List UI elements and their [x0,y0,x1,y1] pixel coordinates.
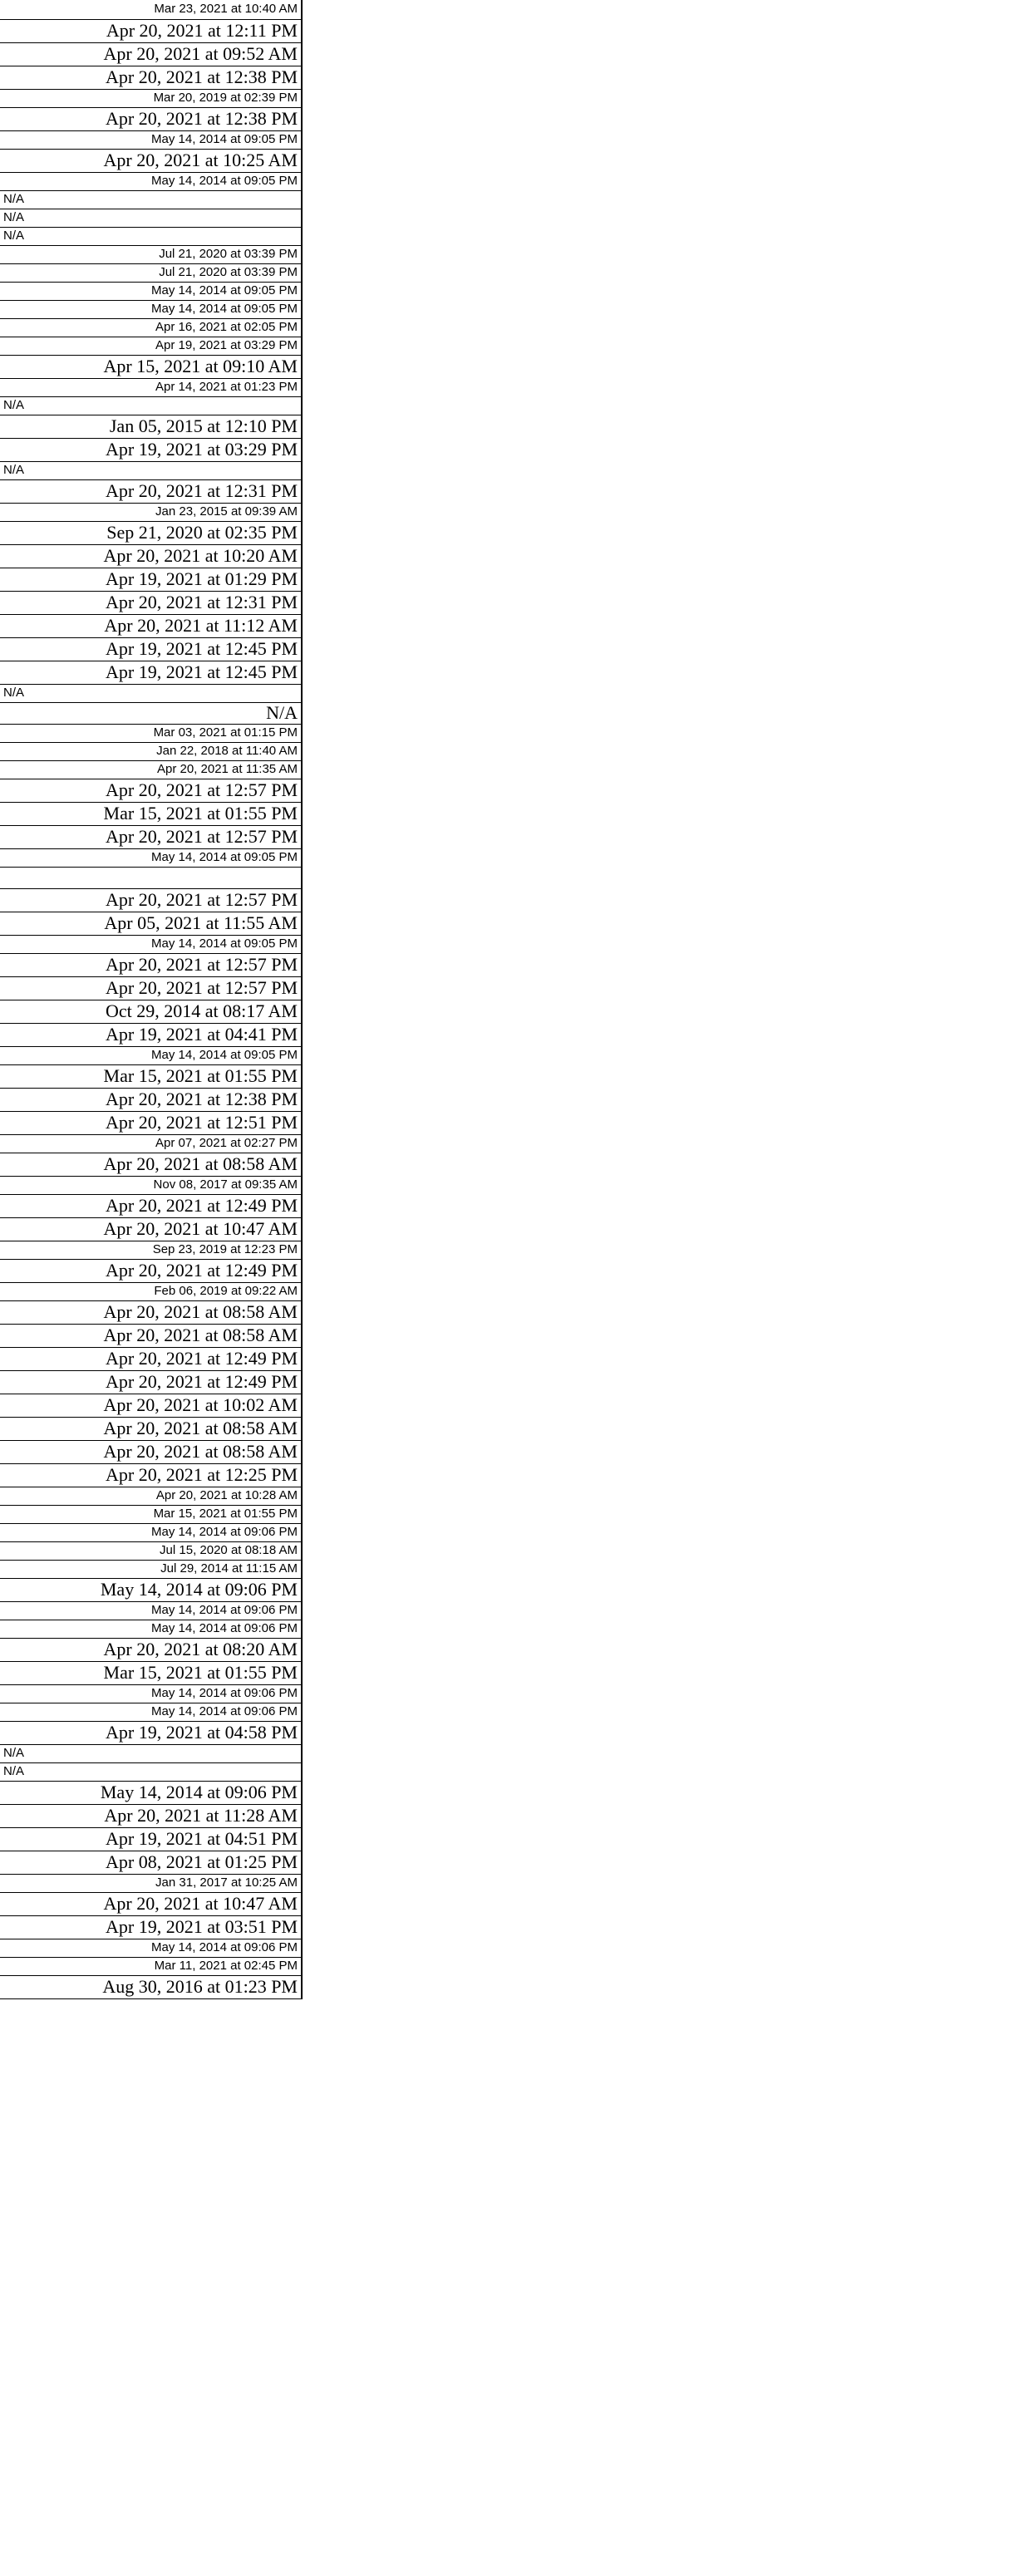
date-cell[interactable]: Apr 15, 2021 at 09:10 AM [0,356,301,379]
date-cell[interactable]: May 14, 2014 at 09:06 PM [0,1703,301,1722]
date-cell[interactable]: Apr 19, 2021 at 04:41 PM [0,1024,301,1047]
date-cell[interactable]: Apr 19, 2021 at 04:51 PM [0,1828,301,1851]
date-cell[interactable]: Sep 23, 2019 at 12:23 PM [0,1241,301,1260]
date-cell[interactable]: May 14, 2014 at 09:06 PM [0,1579,301,1602]
na-cell[interactable]: N/A [0,209,301,228]
date-cell[interactable]: Apr 20, 2021 at 12:49 PM [0,1348,301,1371]
date-cell[interactable]: Aug 30, 2016 at 01:23 PM [0,1976,301,1999]
date-cell[interactable]: May 14, 2014 at 09:06 PM [0,1782,301,1805]
date-cell[interactable]: Apr 20, 2021 at 12:31 PM [0,480,301,504]
date-column: Mar 23, 2021 at 10:40 AM Apr 20, 2021 at … [0,0,303,1999]
date-cell[interactable]: Apr 20, 2021 at 12:49 PM [0,1371,301,1394]
na-cell[interactable]: N/A [0,685,301,703]
date-cell[interactable]: Mar 23, 2021 at 10:40 AM [0,0,301,20]
na-cell[interactable]: N/A [0,1763,301,1782]
date-cell[interactable]: May 14, 2014 at 09:06 PM [0,1602,301,1620]
date-cell[interactable]: Apr 20, 2021 at 08:58 AM [0,1418,301,1441]
date-cell[interactable]: Apr 19, 2021 at 12:45 PM [0,638,301,661]
date-cell[interactable]: Sep 21, 2020 at 02:35 PM [0,522,301,545]
date-cell[interactable]: Apr 20, 2021 at 08:58 AM [0,1441,301,1464]
date-cell[interactable]: Apr 19, 2021 at 03:29 PM [0,439,301,462]
date-cell[interactable]: Jul 21, 2020 at 03:39 PM [0,264,301,283]
date-cell[interactable]: May 14, 2014 at 09:06 PM [0,1524,301,1542]
date-cell[interactable]: Apr 20, 2021 at 12:38 PM [0,66,301,90]
date-cell[interactable]: Apr 20, 2021 at 12:51 PM [0,1112,301,1135]
date-cell[interactable]: Apr 20, 2021 at 11:28 AM [0,1805,301,1828]
na-cell[interactable]: N/A [0,1745,301,1763]
date-cell[interactable]: Mar 15, 2021 at 01:55 PM [0,803,301,826]
date-cell[interactable]: Apr 19, 2021 at 01:29 PM [0,568,301,592]
date-cell[interactable]: Apr 20, 2021 at 10:47 AM [0,1218,301,1241]
date-cell[interactable]: Jul 29, 2014 at 11:15 AM [0,1561,301,1579]
date-cell[interactable]: Apr 20, 2021 at 12:25 PM [0,1464,301,1487]
date-cell[interactable]: Apr 20, 2021 at 12:57 PM [0,889,301,912]
date-cell[interactable]: May 14, 2014 at 09:05 PM [0,849,301,868]
date-cell[interactable]: Apr 07, 2021 at 02:27 PM [0,1135,301,1153]
date-cell[interactable]: Apr 19, 2021 at 04:58 PM [0,1722,301,1745]
date-cell[interactable]: Apr 20, 2021 at 08:58 AM [0,1325,301,1348]
date-cell[interactable]: May 14, 2014 at 09:05 PM [0,131,301,150]
date-cell[interactable]: Jan 22, 2018 at 11:40 AM [0,743,301,761]
date-cell[interactable]: May 14, 2014 at 09:05 PM [0,173,301,191]
date-cell[interactable]: Apr 20, 2021 at 12:57 PM [0,826,301,849]
date-cell[interactable]: May 14, 2014 at 09:05 PM [0,283,301,301]
date-cell[interactable]: Apr 20, 2021 at 10:28 AM [0,1487,301,1506]
date-cell[interactable]: Apr 20, 2021 at 10:20 AM [0,545,301,568]
na-cell[interactable]: N/A [0,228,301,246]
date-cell[interactable]: Oct 29, 2014 at 08:17 AM [0,1000,301,1024]
date-cell[interactable]: Apr 20, 2021 at 12:38 PM [0,1089,301,1112]
date-cell[interactable]: Apr 20, 2021 at 11:12 AM [0,615,301,638]
date-cell[interactable]: Apr 20, 2021 at 12:31 PM [0,592,301,615]
date-cell[interactable]: Apr 20, 2021 at 12:38 PM [0,108,301,131]
date-cell[interactable]: Jan 05, 2015 at 12:10 PM [0,415,301,439]
date-cell[interactable]: Apr 20, 2021 at 10:47 AM [0,1893,301,1916]
empty-cell[interactable] [0,868,301,889]
date-cell[interactable]: Mar 15, 2021 at 01:55 PM [0,1065,301,1089]
date-cell[interactable]: Apr 19, 2021 at 03:51 PM [0,1916,301,1939]
date-cell[interactable]: Jul 21, 2020 at 03:39 PM [0,246,301,264]
date-cell[interactable]: Apr 20, 2021 at 12:49 PM [0,1195,301,1218]
date-cell[interactable]: Apr 14, 2021 at 01:23 PM [0,379,301,397]
date-cell[interactable]: Apr 20, 2021 at 12:57 PM [0,779,301,803]
date-cell[interactable]: Mar 20, 2019 at 02:39 PM [0,90,301,108]
date-cell[interactable]: Jul 15, 2020 at 08:18 AM [0,1542,301,1561]
date-cell[interactable]: Apr 19, 2021 at 12:45 PM [0,661,301,685]
date-cell[interactable]: Apr 20, 2021 at 10:02 AM [0,1394,301,1418]
date-cell[interactable]: Apr 16, 2021 at 02:05 PM [0,319,301,337]
date-cell[interactable]: Apr 20, 2021 at 09:52 AM [0,43,301,66]
date-cell[interactable]: Nov 08, 2017 at 09:35 AM [0,1177,301,1195]
date-cell[interactable]: Apr 08, 2021 at 01:25 PM [0,1851,301,1875]
date-cell[interactable]: Mar 15, 2021 at 01:55 PM [0,1662,301,1685]
date-cell[interactable]: Apr 20, 2021 at 12:57 PM [0,954,301,977]
date-cell[interactable]: May 14, 2014 at 09:06 PM [0,1685,301,1703]
na-cell[interactable]: N/A [0,397,301,415]
na-cell[interactable]: N/A [0,703,301,725]
date-cell[interactable]: May 14, 2014 at 09:05 PM [0,936,301,954]
date-cell[interactable]: Feb 06, 2019 at 09:22 AM [0,1283,301,1301]
date-cell[interactable]: Mar 03, 2021 at 01:15 PM [0,725,301,743]
na-cell[interactable]: N/A [0,462,301,480]
date-cell[interactable]: May 14, 2014 at 09:05 PM [0,1047,301,1065]
date-cell[interactable]: Apr 20, 2021 at 11:35 AM [0,761,301,779]
date-cell[interactable]: Mar 15, 2021 at 01:55 PM [0,1506,301,1524]
na-cell[interactable]: N/A [0,191,301,209]
date-cell[interactable]: May 14, 2014 at 09:06 PM [0,1939,301,1958]
date-cell[interactable]: Apr 19, 2021 at 03:29 PM [0,337,301,356]
date-cell[interactable]: Apr 20, 2021 at 08:58 AM [0,1301,301,1325]
date-cell[interactable]: Apr 20, 2021 at 12:11 PM [0,20,301,43]
date-cell[interactable]: Apr 05, 2021 at 11:55 AM [0,912,301,936]
date-cell[interactable]: Jan 31, 2017 at 10:25 AM [0,1875,301,1893]
date-cell[interactable]: May 14, 2014 at 09:06 PM [0,1620,301,1639]
date-cell[interactable]: Apr 20, 2021 at 12:57 PM [0,977,301,1000]
date-cell[interactable]: May 14, 2014 at 09:05 PM [0,301,301,319]
date-cell[interactable]: Apr 20, 2021 at 08:58 AM [0,1153,301,1177]
date-cell[interactable]: Apr 20, 2021 at 08:20 AM [0,1639,301,1662]
date-cell[interactable]: Jan 23, 2015 at 09:39 AM [0,504,301,522]
date-cell[interactable]: Mar 11, 2021 at 02:45 PM [0,1958,301,1976]
date-cell[interactable]: Apr 20, 2021 at 12:49 PM [0,1260,301,1283]
date-cell[interactable]: Apr 20, 2021 at 10:25 AM [0,150,301,173]
